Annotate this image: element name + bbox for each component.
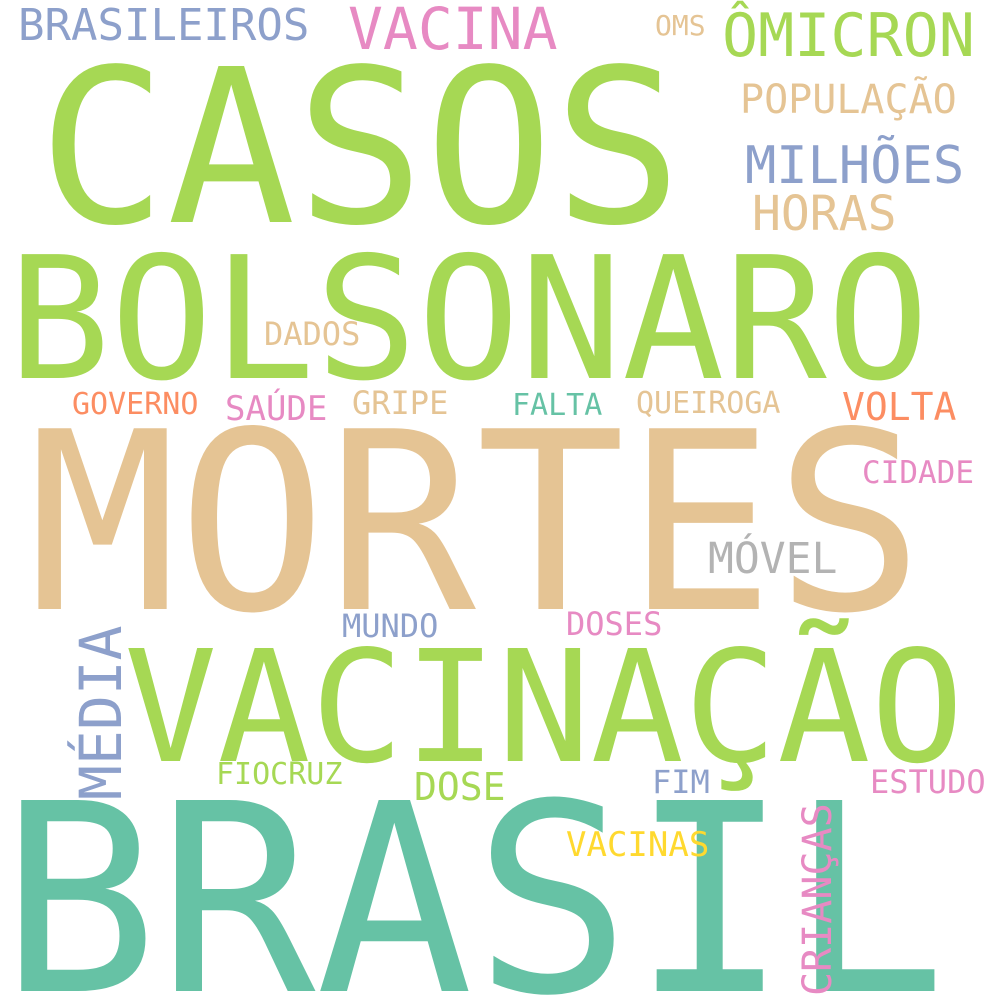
word-vacinacao: VACINAÇÃO xyxy=(124,617,964,798)
word-queiroga: QUEIROGA xyxy=(636,386,781,421)
word-gripe: GRIPE xyxy=(352,384,449,422)
word-cidade: CIDADE xyxy=(862,455,974,491)
word-vacinas: VACINAS xyxy=(566,825,710,865)
word-falta: FALTA xyxy=(512,388,603,423)
word-omicron: ÔMICRON xyxy=(722,1,975,71)
word-bolsonaro: BOLSONARO xyxy=(8,221,930,419)
word-dose: DOSE xyxy=(414,765,506,809)
word-governo: GOVERNO xyxy=(72,387,199,422)
word-media: MÉDIA xyxy=(67,625,135,800)
word-fiocruz: FIOCRUZ xyxy=(216,757,343,792)
word-mundo: MUNDO xyxy=(342,607,439,645)
word-volta: VOLTA xyxy=(842,385,957,429)
word-saude: SAÚDE xyxy=(225,389,328,429)
word-fim: FIM xyxy=(652,763,710,801)
word-criancas: CRIANÇAS xyxy=(795,803,841,996)
word-mortes: MORTES xyxy=(28,380,924,668)
word-brasileiros: BRASILEIROS xyxy=(18,0,310,51)
word-milhoes: MILHÕES xyxy=(745,136,965,196)
word-movel: MÓVEL xyxy=(708,534,838,584)
word-dados: DADOS xyxy=(264,315,361,353)
word-casos: CASOS xyxy=(38,24,683,273)
word-doses: DOSES xyxy=(566,605,663,643)
word-oms: OMS xyxy=(655,9,706,42)
word-vacina: VACINA xyxy=(348,0,558,63)
word-populacao: POPULAÇÃO xyxy=(740,77,957,123)
word-estudo: ESTUDO xyxy=(870,763,986,801)
word-brasil: BRASIL xyxy=(0,748,947,1000)
word-horas: HORAS xyxy=(752,186,897,242)
